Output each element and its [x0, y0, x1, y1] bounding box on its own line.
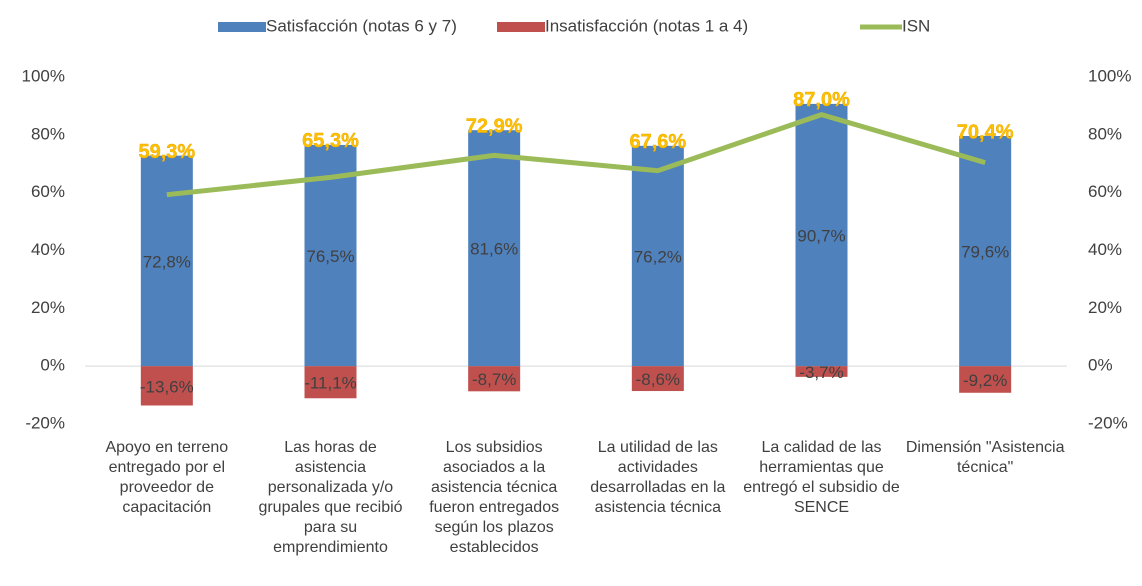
data-label: -8,7% [472, 370, 516, 389]
data-label: 79,6% [961, 243, 1009, 262]
y2-tick-label: 40% [1088, 240, 1122, 259]
bar [304, 366, 357, 399]
legend-swatch [218, 22, 266, 32]
y2-tick-label: 100% [1088, 66, 1131, 85]
y2-tick-label: 60% [1088, 182, 1122, 201]
data-label: 72,8% [143, 252, 191, 271]
bar [959, 135, 1012, 367]
x-tick-label: Los subsidios asociados a la asistencia … [429, 439, 560, 556]
y2-tick-label: 20% [1088, 298, 1122, 317]
bar [795, 103, 848, 367]
y-tick-label: 20% [31, 298, 65, 317]
bar [304, 144, 357, 367]
isn-label: 65,3% [302, 130, 359, 152]
y-tick-label: 80% [31, 124, 65, 143]
bar [468, 130, 521, 367]
legend-label: Satisfacción (notas 6 y 7) [266, 16, 457, 35]
data-label: -3,7% [799, 363, 843, 382]
isn-label: 87,0% [793, 89, 850, 111]
data-label: -9,2% [963, 371, 1007, 390]
legend-swatch [497, 22, 545, 32]
data-label: 90,7% [797, 227, 845, 246]
data-label: 81,6% [470, 240, 518, 259]
x-tick-label: Las horas de asistencia personalizada y/… [258, 439, 403, 556]
bar [631, 145, 684, 367]
y2-tick-label: 80% [1088, 124, 1122, 143]
data-label: 76,5% [306, 247, 354, 266]
data-label: 76,2% [634, 247, 682, 266]
bar [795, 366, 848, 377]
legend-label: ISN [902, 16, 930, 35]
isn-label: 70,4% [957, 121, 1014, 143]
data-label: -11,1% [304, 374, 357, 393]
x-tick-label: La utilidad de las actividades desarroll… [590, 439, 726, 516]
isn-label: 72,9% [466, 115, 523, 137]
data-label: -8,6% [636, 370, 680, 389]
x-tick-label: La calidad de las herramientas que entre… [743, 439, 900, 516]
bar [140, 366, 193, 406]
x-tick-label: Apoyo en terreno entregado por el provee… [105, 439, 229, 516]
isn-label: 67,6% [629, 131, 686, 153]
legend-label: Insatisfacción (notas 1 a 4) [545, 16, 748, 35]
bar [468, 366, 521, 392]
y-tick-label: 60% [31, 182, 65, 201]
y2-tick-label: -20% [1088, 413, 1128, 432]
y-tick-label: -20% [25, 413, 65, 432]
x-tick-label: Dimensión "Asistencia técnica" [905, 439, 1065, 476]
bar [631, 366, 684, 392]
line [166, 112, 986, 198]
bar [959, 366, 1012, 393]
y-tick-label: 0% [40, 356, 65, 375]
data-label: -13,6% [140, 377, 194, 396]
isn-label: 59,3% [138, 141, 195, 163]
y2-tick-label: 0% [1088, 356, 1113, 375]
y-tick-label: 100% [22, 66, 65, 85]
y-tick-label: 40% [31, 240, 65, 259]
